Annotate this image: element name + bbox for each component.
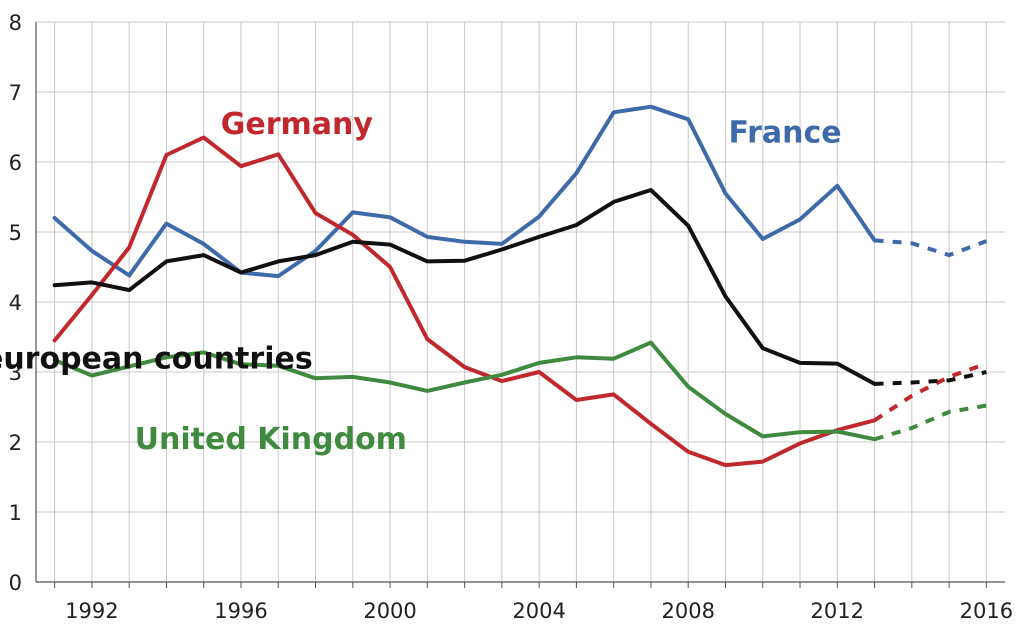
y-tick-label: 0 bbox=[9, 571, 22, 595]
series-projection-france bbox=[874, 238, 988, 258]
grid-lines bbox=[36, 21, 1005, 583]
x-tick-label: 2000 bbox=[363, 599, 416, 623]
x-tick-label: 1992 bbox=[65, 599, 118, 623]
y-tick-label: 6 bbox=[9, 151, 22, 175]
x-tick-label: 2004 bbox=[512, 599, 565, 623]
x-tick-label: 2008 bbox=[661, 599, 714, 623]
series-label-united-kingdom: United Kingdom bbox=[135, 422, 407, 457]
series-line-germany bbox=[52, 135, 877, 468]
y-axis-ticks: 0 1 2 3 4 5 6 7 8 bbox=[9, 11, 22, 595]
series-projection-germany bbox=[873, 361, 988, 422]
y-tick-label: 4 bbox=[9, 291, 22, 315]
series-label-germany: Germany bbox=[221, 107, 374, 142]
y-tick-label: 2 bbox=[9, 431, 22, 455]
axes bbox=[35, 22, 1005, 588]
series-projection-19-european-countries bbox=[874, 370, 987, 386]
series-line-united-kingdom bbox=[52, 340, 877, 442]
y-tick-label: 8 bbox=[9, 11, 22, 35]
x-tick-label: 2016 bbox=[960, 599, 1013, 623]
x-tick-label: 1996 bbox=[214, 599, 267, 623]
x-axis-ticks: 1992 1996 2000 2004 2008 2012 2016 bbox=[65, 599, 1013, 623]
series-lines bbox=[52, 104, 988, 468]
y-tick-label: 1 bbox=[9, 501, 22, 525]
y-tick-label: 7 bbox=[9, 81, 22, 105]
series-label-france: France bbox=[729, 115, 842, 150]
series-line-19-european-countries bbox=[52, 188, 877, 386]
x-tick-label: 2012 bbox=[811, 599, 864, 623]
series-line-france bbox=[52, 104, 877, 279]
y-tick-label: 3 bbox=[9, 361, 22, 385]
y-tick-label: 5 bbox=[9, 221, 22, 245]
series-projection-united-kingdom bbox=[874, 403, 987, 442]
